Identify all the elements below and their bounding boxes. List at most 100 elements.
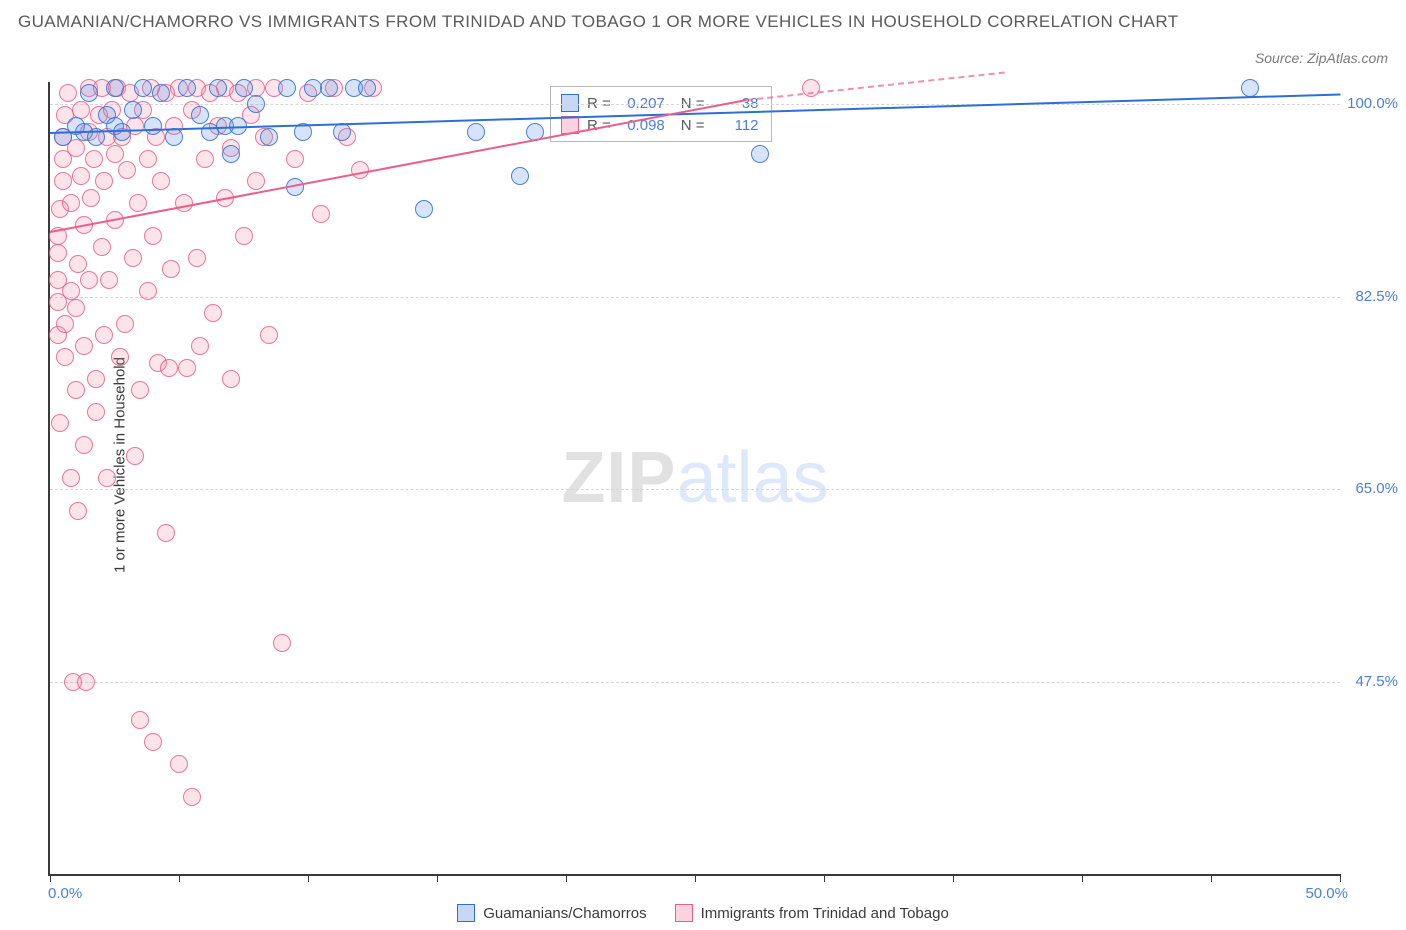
data-point <box>247 95 265 113</box>
x-tick <box>566 874 567 882</box>
x-max-label: 50.0% <box>1305 885 1348 902</box>
data-point <box>95 172 113 190</box>
data-point <box>178 359 196 377</box>
data-point <box>235 227 253 245</box>
watermark-zip: ZIP <box>561 438 676 518</box>
data-point <box>160 359 178 377</box>
y-tick-label: 65.0% <box>1342 480 1398 497</box>
data-point <box>87 403 105 421</box>
data-point <box>59 84 77 102</box>
data-point <box>260 326 278 344</box>
data-point <box>139 282 157 300</box>
x-tick <box>953 874 954 882</box>
data-point <box>131 711 149 729</box>
y-tick-label: 100.0% <box>1342 95 1398 112</box>
data-point <box>165 128 183 146</box>
data-point <box>106 145 124 163</box>
data-point <box>67 381 85 399</box>
data-point <box>191 337 209 355</box>
y-tick-label: 47.5% <box>1342 673 1398 690</box>
data-point <box>116 315 134 333</box>
data-point <box>98 469 116 487</box>
n-value: 112 <box>713 117 759 134</box>
data-point <box>273 634 291 652</box>
data-point <box>204 304 222 322</box>
data-point <box>129 194 147 212</box>
legend-label: Immigrants from Trinidad and Tobago <box>701 905 949 922</box>
gridline <box>50 489 1340 490</box>
legend-swatch <box>457 904 475 922</box>
data-point <box>1241 79 1259 97</box>
data-point <box>157 524 175 542</box>
data-point <box>85 150 103 168</box>
data-point <box>111 348 129 366</box>
x-min-label: 0.0% <box>48 885 82 902</box>
data-point <box>144 117 162 135</box>
data-point <box>87 370 105 388</box>
data-point <box>80 271 98 289</box>
data-point <box>144 227 162 245</box>
data-point <box>188 249 206 267</box>
data-point <box>131 381 149 399</box>
gridline <box>50 297 1340 298</box>
x-tick <box>695 874 696 882</box>
data-point <box>126 447 144 465</box>
legend-label: Guamanians/Chamorros <box>483 905 646 922</box>
data-point <box>222 370 240 388</box>
x-tick <box>1340 874 1341 882</box>
data-point <box>93 238 111 256</box>
data-point <box>69 502 87 520</box>
data-point <box>209 79 227 97</box>
data-point <box>54 172 72 190</box>
data-point <box>124 101 142 119</box>
data-point <box>152 172 170 190</box>
series-legend: Guamanians/Chamorros Immigrants from Trin… <box>0 904 1406 926</box>
data-point <box>56 315 74 333</box>
data-point <box>152 84 170 102</box>
x-tick <box>1082 874 1083 882</box>
data-point <box>235 79 253 97</box>
data-point <box>62 469 80 487</box>
data-point <box>222 145 240 163</box>
data-point <box>162 260 180 278</box>
data-point <box>358 79 376 97</box>
data-point <box>67 299 85 317</box>
data-point <box>56 348 74 366</box>
r-value: 0.207 <box>619 95 665 112</box>
data-point <box>286 150 304 168</box>
source-attribution: Source: ZipAtlas.com <box>1255 50 1388 66</box>
watermark: ZIPatlas <box>561 437 828 519</box>
data-point <box>511 167 529 185</box>
legend-item: Guamanians/Chamorros <box>457 904 646 922</box>
data-point <box>260 128 278 146</box>
legend-swatch <box>675 904 693 922</box>
data-point <box>80 84 98 102</box>
y-tick-label: 82.5% <box>1342 288 1398 305</box>
data-point <box>320 79 338 97</box>
data-point <box>175 194 193 212</box>
x-tick <box>824 874 825 882</box>
legend-item: Immigrants from Trinidad and Tobago <box>675 904 949 922</box>
plot-area: ZIPatlas R =0.207N =38R =0.098N =112 47.… <box>48 82 1340 876</box>
data-point <box>62 194 80 212</box>
data-point <box>191 106 209 124</box>
data-point <box>118 161 136 179</box>
data-point <box>170 755 188 773</box>
gridline <box>50 682 1340 683</box>
data-point <box>100 271 118 289</box>
data-point <box>134 79 152 97</box>
data-point <box>72 101 90 119</box>
data-point <box>183 788 201 806</box>
data-point <box>467 123 485 141</box>
data-point <box>77 673 95 691</box>
data-point <box>82 189 100 207</box>
data-point <box>144 733 162 751</box>
data-point <box>415 200 433 218</box>
data-point <box>72 167 90 185</box>
x-tick <box>437 874 438 882</box>
n-label: N = <box>681 117 705 134</box>
data-point <box>106 79 124 97</box>
data-point <box>278 79 296 97</box>
gridline <box>50 104 1340 105</box>
trend-line <box>747 71 1005 100</box>
